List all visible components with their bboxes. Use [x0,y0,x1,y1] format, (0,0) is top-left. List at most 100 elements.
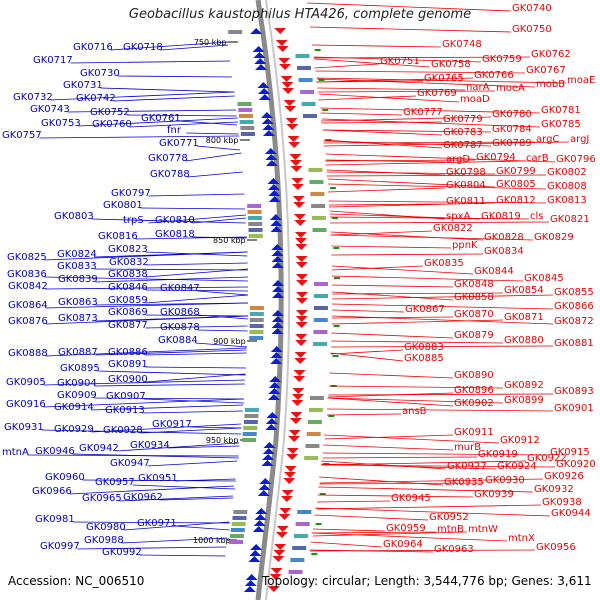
gene-label-right[interactable]: GK0956 [536,542,576,553]
gene-label-left[interactable]: GK0951 [138,473,178,484]
gene-label-right[interactable]: moaD [460,94,490,105]
gene-label-right[interactable]: GK0787 [443,140,483,151]
gene-label-right[interactable]: GK0758 [431,59,471,70]
gene-label-right[interactable]: moeA [496,83,525,94]
gene-label-left[interactable]: GK0895 [60,363,100,374]
gene-label-left[interactable]: GK0760 [92,119,132,130]
gene-label-right[interactable]: GK0881 [554,338,594,349]
gene-label-right[interactable]: GK0812 [496,195,536,206]
gene-label-right[interactable]: GK0871 [504,312,544,323]
gene-label-right[interactable]: GK0762 [531,49,571,60]
gene-label-left[interactable]: GK0718 [123,42,163,53]
gene-label-right[interactable]: mtnB [437,524,464,535]
gene-label-right[interactable]: GK0819 [481,211,521,222]
gene-label-left[interactable]: GK0888 [8,348,48,359]
gene-label-right[interactable]: GK0829 [534,232,574,243]
gene-label-left[interactable]: GK0825 [7,252,47,263]
gene-label-left[interactable]: GK0909 [57,390,97,401]
gene-label-left[interactable]: GK0931 [4,422,44,433]
gene-label-right[interactable]: GK0911 [454,427,494,438]
gene-label-right[interactable]: GK0789 [492,138,532,149]
gene-label-left[interactable]: GK0801 [103,200,143,211]
gene-label-left[interactable]: GK0832 [109,257,149,268]
gene-label-right[interactable]: GK0935 [444,477,484,488]
gene-label-right[interactable]: spxA [446,211,470,222]
gene-label-right[interactable]: GK0835 [424,258,464,269]
gene-label-left[interactable]: GK0838 [108,269,148,280]
gene-label-right[interactable]: GK0938 [542,497,582,508]
gene-label-left[interactable]: GK0965 [82,493,122,504]
gene-label-right[interactable]: GK0759 [482,54,522,65]
gene-label-left[interactable]: GK0884 [158,335,198,346]
gene-label-right[interactable]: narA [466,82,490,93]
gene-label-right[interactable]: GK0944 [551,508,591,519]
gene-label-right[interactable]: GK0748 [442,39,482,50]
gene-label-left[interactable]: GK0846 [108,282,148,293]
gene-label-right[interactable]: GK0872 [554,316,594,327]
gene-label-right[interactable]: GK0796 [556,154,596,165]
gene-label-right[interactable]: GK0867 [405,304,445,315]
gene-label-right[interactable]: GK0870 [454,309,494,320]
gene-label-left[interactable]: GK0960 [45,472,85,483]
gene-label-right[interactable]: GK0834 [484,246,524,257]
gene-label-right[interactable]: GK0880 [504,335,544,346]
gene-label-left[interactable]: GK0917 [152,419,192,430]
gene-label-right[interactable]: GK0784 [492,124,532,135]
gene-label-right[interactable]: GK0901 [554,403,594,414]
gene-label-right[interactable]: ppnK [452,240,478,251]
gene-label-right[interactable]: GK0896 [454,385,494,396]
gene-label-left[interactable]: GK0962 [123,492,163,503]
gene-label-left[interactable]: GK0842 [8,281,48,292]
gene-label-left[interactable]: GK0905 [6,377,46,388]
gene-label-right[interactable]: ansB [402,406,427,417]
gene-label-left[interactable]: GK0761 [141,113,181,124]
gene-label-right[interactable]: GK0912 [500,435,540,446]
gene-label-right[interactable]: GK0750 [512,24,552,35]
gene-label-left[interactable]: GK0876 [8,316,48,327]
gene-label-left[interactable]: mtnA [2,447,29,458]
gene-label-left[interactable]: GK0757 [2,130,42,141]
gene-label-right[interactable]: GK0945 [391,493,431,504]
gene-label-left[interactable]: GK0864 [8,300,48,311]
gene-label-right[interactable]: argD [446,154,470,165]
gene-label-right[interactable]: GK0922 [527,453,567,464]
gene-label-left[interactable]: GK0928 [103,425,143,436]
gene-label-right[interactable]: GK0963 [434,544,474,555]
gene-label-left[interactable]: GK0891 [108,359,148,370]
gene-label-right[interactable]: moaE [567,75,595,86]
gene-label-left[interactable]: GK0946 [35,446,75,457]
gene-label-left[interactable]: GK0803 [54,211,94,222]
gene-label-right[interactable]: GK0855 [554,287,594,298]
gene-label-left[interactable]: GK0818 [155,229,195,240]
gene-label-left[interactable]: GK0914 [54,402,94,413]
gene-label-right[interactable]: GK0890 [454,370,494,381]
gene-label-right[interactable]: GK0939 [474,489,514,500]
gene-label-right[interactable]: GK0932 [534,484,574,495]
gene-label-right[interactable]: GK0899 [504,395,544,406]
gene-label-right[interactable]: GK0813 [547,195,587,206]
gene-label-left[interactable]: GK0980 [86,522,126,533]
gene-label-right[interactable]: GK0766 [474,70,514,81]
gene-label-left[interactable]: GK0942 [79,443,119,454]
gene-label-left[interactable]: GK0771 [159,138,199,149]
gene-label-right[interactable]: GK0805 [496,179,536,190]
gene-label-left[interactable]: GK0753 [41,118,81,129]
gene-label-left[interactable]: GK0873 [58,313,98,324]
gene-label-left[interactable]: GK0869 [108,307,148,318]
gene-label-left[interactable]: GK0934 [130,440,170,451]
gene-label-right[interactable]: GK0866 [554,301,594,312]
gene-label-right[interactable]: GK0893 [554,386,594,397]
gene-label-left[interactable]: GK0847 [160,283,200,294]
gene-label-left[interactable]: trpS [123,215,144,226]
gene-label-left[interactable]: GK0971 [137,518,177,529]
gene-label-right[interactable]: GK0822 [433,223,473,234]
gene-label-right[interactable]: GK0927 [447,461,487,472]
gene-label-right[interactable]: GK0902 [454,398,494,409]
gene-label-left[interactable]: GK0797 [111,188,151,199]
gene-label-left[interactable]: GK0810 [155,215,195,226]
gene-label-right[interactable]: GK0798 [446,167,486,178]
gene-label-right[interactable]: GK0780 [492,109,532,120]
gene-label-right[interactable]: GK0765 [424,73,464,84]
gene-label-right[interactable]: GK0781 [541,105,581,116]
gene-label-left[interactable]: GK0916 [6,399,46,410]
